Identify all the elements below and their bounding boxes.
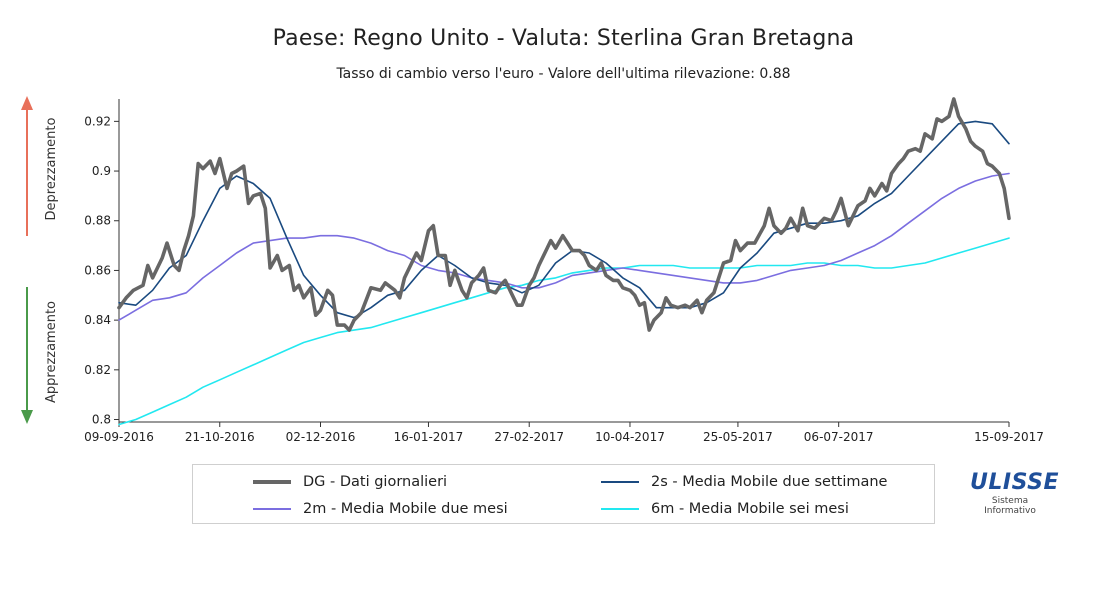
y-tick-label: 0.82 <box>84 363 111 377</box>
legend-item-dg: DG - Dati giornalieri <box>253 474 447 490</box>
legend-label-2s: 2s - Media Mobile due settimane <box>651 474 888 490</box>
x-ticks: 09-09-2016 21-10-2016 02-12-2016 16-01-2017… <box>84 422 1044 444</box>
chart-subtitle: Tasso di cambio verso l'euro - Valore de… <box>336 66 791 82</box>
x-tick-label: 16-01-2017 <box>394 430 464 444</box>
x-tick-label: 21-10-2016 <box>185 430 255 444</box>
y-tick-label: 0.92 <box>84 114 111 128</box>
appreciation-label: Apprezzamento <box>44 301 59 403</box>
x-tick-label: 06-07-2017 <box>804 430 874 444</box>
legend: DG - Dati giornalieri 2s - Media Mobile … <box>192 464 935 524</box>
x-tick-label: 15-09-2017 <box>974 430 1044 444</box>
legend-label-2m: 2m - Media Mobile due mesi <box>303 501 508 517</box>
y-tick-label: 0.84 <box>84 313 111 327</box>
logo-line-1: Sistema <box>991 496 1029 506</box>
appreciation-indicator: Apprezzamento <box>21 287 59 424</box>
series-line-dg <box>117 97 1011 332</box>
y-tick-label: 0.88 <box>84 214 111 228</box>
x-tick-label: 02-12-2016 <box>286 430 356 444</box>
depreciation-indicator: Deprezzamento <box>21 96 59 236</box>
legend-item-6m: 6m - Media Mobile sei mesi <box>601 501 849 517</box>
y-tick-label: 0.9 <box>92 164 111 178</box>
x-tick-label: 27-02-2017 <box>494 430 564 444</box>
depreciation-arrow-head <box>21 96 33 110</box>
legend-item-2s: 2s - Media Mobile due settimane <box>601 474 887 490</box>
series-line-2s <box>118 120 1010 319</box>
y-tick-label: 0.8 <box>92 413 111 427</box>
legend-swatch-2m <box>253 508 291 510</box>
depreciation-label: Deprezzamento <box>44 118 59 221</box>
legend-swatch-6m <box>601 508 639 510</box>
y-ticks: 0.8 0.82 0.84 0.86 0.88 0.9 0.92 <box>84 114 119 427</box>
legend-label-6m: 6m - Media Mobile sei mesi <box>651 501 849 517</box>
series-layer <box>117 97 1011 426</box>
x-tick-label: 10-04-2017 <box>595 430 665 444</box>
logo-line-2: Informativo <box>984 506 1036 516</box>
appreciation-arrow-head <box>21 410 33 424</box>
ulisse-logo: ULISSE Sistema Informativo <box>970 470 1060 516</box>
legend-item-2m: 2m - Media Mobile due mesi <box>253 501 508 517</box>
legend-swatch-dg <box>253 480 291 484</box>
legend-swatch-2s <box>601 481 639 483</box>
chart-title: Paese: Regno Unito - Valuta: Sterlina Gr… <box>272 26 855 51</box>
y-tick-label: 0.86 <box>84 263 111 277</box>
series-line-6m <box>118 237 1010 426</box>
x-tick-label: 09-09-2016 <box>84 430 154 444</box>
legend-label-dg: DG - Dati giornalieri <box>303 474 448 490</box>
x-tick-label: 25-05-2017 <box>703 430 773 444</box>
logo-wordmark: ULISSE <box>970 470 1060 495</box>
